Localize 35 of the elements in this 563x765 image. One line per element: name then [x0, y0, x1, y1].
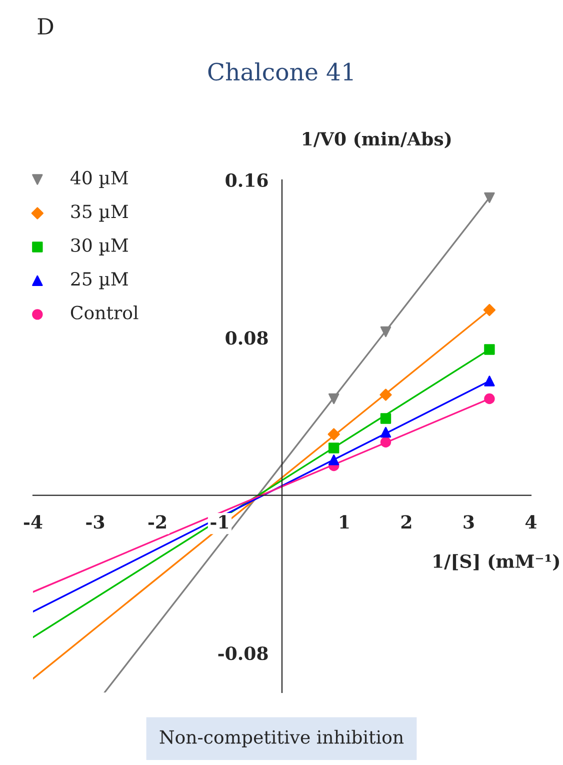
x-axis-title: 1/[S] (mM⁻¹): [434, 554, 559, 571]
x-tick-label: -4: [24, 515, 42, 529]
y-tick-label: 0.08: [226, 331, 268, 345]
x-tick-label: 4: [525, 515, 537, 529]
y-tick-label: 0.16: [226, 173, 268, 188]
point: [328, 454, 340, 466]
point: [483, 304, 496, 316]
y-tick-label: -0.08: [218, 646, 268, 660]
point: [328, 442, 340, 454]
x-tick-label: -2: [148, 515, 166, 529]
legend-label: 40 µM: [70, 170, 128, 188]
point: [380, 436, 392, 448]
text: D: [38, 18, 54, 34]
x-tick-label: 3: [464, 515, 474, 529]
point: [484, 192, 495, 204]
point: [380, 426, 392, 438]
x-tick-label: 2: [401, 515, 412, 529]
point: [328, 393, 340, 404]
point: [380, 413, 392, 424]
point: [484, 376, 495, 386]
x-tick-label: -1: [210, 515, 228, 529]
legend-label: 30 µM: [71, 238, 128, 256]
point: [484, 344, 495, 355]
legend-label: 35 µM: [71, 204, 128, 222]
point: [380, 388, 392, 401]
point: [328, 428, 340, 440]
y-axis-title: 1/V0 (min/Abs): [303, 132, 451, 148]
x-tick-label: 1: [340, 515, 349, 529]
point: [380, 326, 392, 338]
point: [484, 393, 495, 404]
x-tick-label: -3: [86, 515, 104, 529]
text: Non-competitive inhibition: [160, 730, 404, 748]
chart-title: Chalcone 41: [208, 62, 353, 81]
legend-label: 25 µM: [71, 272, 128, 290]
legend-label: Control: [70, 305, 138, 320]
